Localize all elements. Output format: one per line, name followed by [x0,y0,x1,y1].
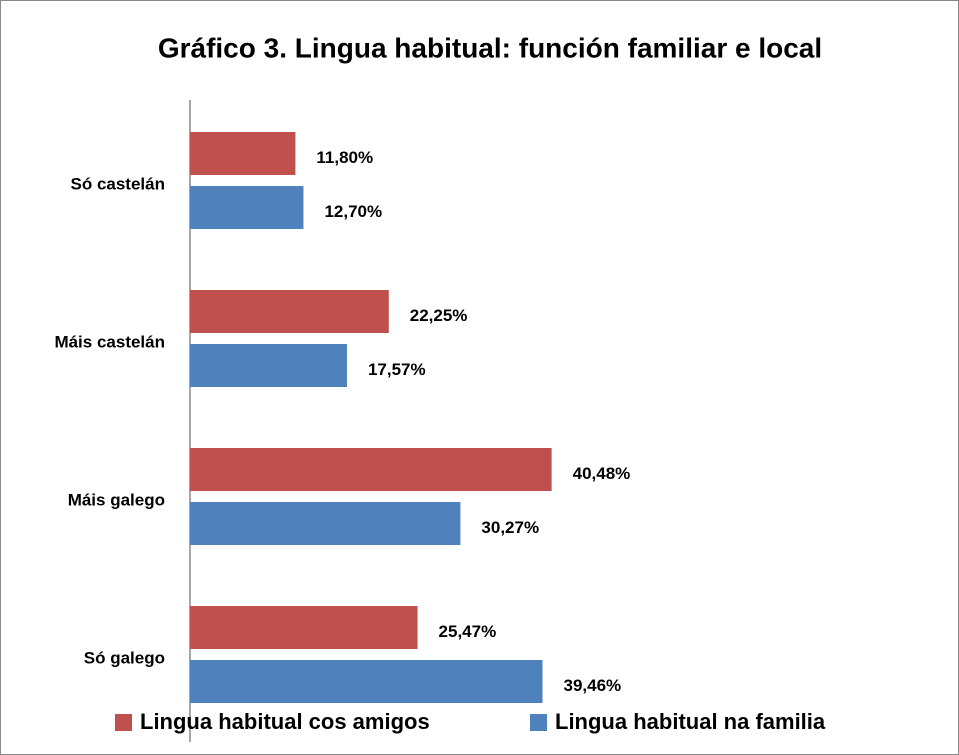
bar [190,186,304,229]
data-label: 40,48% [573,464,631,483]
data-label: 11,80% [316,148,373,167]
data-label: 17,57% [368,360,426,379]
bar [190,660,543,703]
legend-swatch [530,714,547,731]
data-label: 22,25% [410,306,468,325]
data-label: 39,46% [564,676,622,695]
bar [190,290,389,333]
legend-swatch [115,714,132,731]
legend-label: Lingua habitual cos amigos [140,709,430,734]
bar [190,448,552,491]
legend-label: Lingua habitual na familia [555,709,826,734]
data-label: 25,47% [439,622,497,641]
y-tick-label: Máis galego [68,490,165,509]
y-tick-label: Máis castelán [54,332,165,351]
y-tick-label: Só castelán [71,174,166,193]
bar [190,132,296,175]
bar [190,344,347,387]
bar [190,606,418,649]
chart-title: Gráfico 3. Lingua habitual: función fami… [158,32,822,63]
data-label: 12,70% [324,202,382,221]
bar [190,502,461,545]
data-label: 30,27% [481,518,539,537]
y-tick-label: Só galego [84,648,165,667]
